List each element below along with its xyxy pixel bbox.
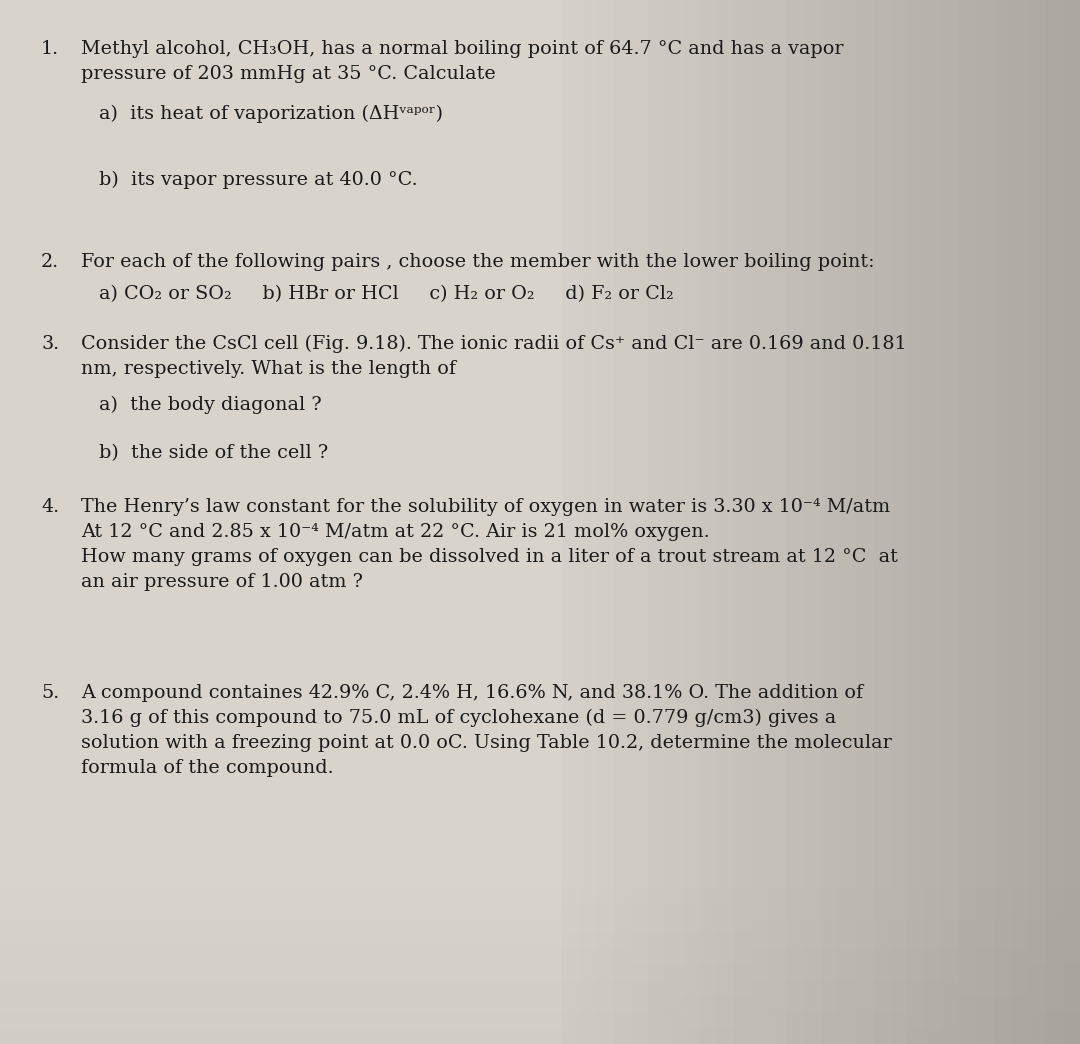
Bar <box>976 0 994 1044</box>
Bar <box>873 0 890 1044</box>
Bar <box>1011 0 1028 1044</box>
Text: 3.16 g of this compound to 75.0 mL of cyclohexane (d = 0.779 g/cm3) gives a: 3.16 g of this compound to 75.0 mL of cy… <box>81 709 836 727</box>
Bar <box>0 887 1080 903</box>
Text: formula of the compound.: formula of the compound. <box>81 759 334 777</box>
Bar <box>0 1028 1080 1044</box>
Bar <box>1063 0 1080 1044</box>
Bar <box>1045 0 1063 1044</box>
Bar <box>838 0 855 1044</box>
Bar <box>0 919 1080 934</box>
Bar <box>734 0 752 1044</box>
Text: 3.: 3. <box>41 335 59 353</box>
Text: b)  its vapor pressure at 40.0 °C.: b) its vapor pressure at 40.0 °C. <box>99 171 418 189</box>
Bar <box>717 0 734 1044</box>
Text: 4.: 4. <box>41 498 59 516</box>
Text: A compound containes 42.9% C, 2.4% H, 16.6% N, and 38.1% O. The addition of: A compound containes 42.9% C, 2.4% H, 16… <box>81 684 863 702</box>
Text: For each of the following pairs , choose the member with the lower boiling point: For each of the following pairs , choose… <box>81 253 875 270</box>
Text: 5.: 5. <box>41 684 59 702</box>
Bar <box>804 0 821 1044</box>
Bar <box>907 0 924 1044</box>
Text: solution with a freezing point at 0.0 oC. Using Table 10.2, determine the molecu: solution with a freezing point at 0.0 oC… <box>81 734 892 752</box>
Text: b)  the side of the cell ?: b) the side of the cell ? <box>99 444 328 461</box>
Bar <box>596 0 613 1044</box>
Text: At 12 °C and 2.85 x 10⁻⁴ M/atm at 22 °C. Air is 21 mol% oxygen.: At 12 °C and 2.85 x 10⁻⁴ M/atm at 22 °C.… <box>81 523 710 541</box>
Text: Methyl alcohol, CH₃OH, has a normal boiling point of 64.7 °C and has a vapor: Methyl alcohol, CH₃OH, has a normal boil… <box>81 40 843 57</box>
Bar <box>700 0 717 1044</box>
Bar <box>855 0 873 1044</box>
Bar <box>959 0 976 1044</box>
Bar <box>752 0 769 1044</box>
Bar <box>994 0 1011 1044</box>
Bar <box>769 0 786 1044</box>
Bar <box>821 0 838 1044</box>
Bar <box>613 0 631 1044</box>
Text: a)  the body diagonal ?: a) the body diagonal ? <box>99 396 322 413</box>
Text: How many grams of oxygen can be dissolved in a liter of a trout stream at 12 °C : How many grams of oxygen can be dissolve… <box>81 548 897 566</box>
Text: Consider the CsCl cell (Fig. 9.18). The ionic radii of Cs⁺ and Cl⁻ are 0.169 and: Consider the CsCl cell (Fig. 9.18). The … <box>81 335 906 353</box>
Bar <box>942 0 959 1044</box>
Bar <box>0 1013 1080 1028</box>
Bar <box>0 966 1080 981</box>
Bar <box>1028 0 1045 1044</box>
Text: 1.: 1. <box>41 40 59 57</box>
Bar <box>0 934 1080 950</box>
Bar <box>562 0 579 1044</box>
Text: a)  its heat of vaporization (ΔHᵛᵃᵖᵒʳ): a) its heat of vaporization (ΔHᵛᵃᵖᵒʳ) <box>99 104 444 122</box>
Bar <box>683 0 700 1044</box>
Bar <box>0 950 1080 966</box>
Text: pressure of 203 mmHg at 35 °C. Calculate: pressure of 203 mmHg at 35 °C. Calculate <box>81 65 496 82</box>
Bar <box>890 0 907 1044</box>
Bar <box>786 0 804 1044</box>
Text: a) CO₂ or SO₂     b) HBr or HCl     c) H₂ or O₂     d) F₂ or Cl₂: a) CO₂ or SO₂ b) HBr or HCl c) H₂ or O₂ … <box>99 285 674 303</box>
Bar <box>0 903 1080 919</box>
Text: an air pressure of 1.00 atm ?: an air pressure of 1.00 atm ? <box>81 573 363 591</box>
Bar <box>924 0 942 1044</box>
Bar <box>579 0 596 1044</box>
Text: 2.: 2. <box>41 253 59 270</box>
Bar <box>0 981 1080 997</box>
Bar <box>665 0 683 1044</box>
Text: The Henry’s law constant for the solubility of oxygen in water is 3.30 x 10⁻⁴ M/: The Henry’s law constant for the solubil… <box>81 498 890 516</box>
Bar <box>0 997 1080 1013</box>
Bar <box>631 0 648 1044</box>
Bar <box>648 0 665 1044</box>
Text: nm, respectively. What is the length of: nm, respectively. What is the length of <box>81 360 456 378</box>
